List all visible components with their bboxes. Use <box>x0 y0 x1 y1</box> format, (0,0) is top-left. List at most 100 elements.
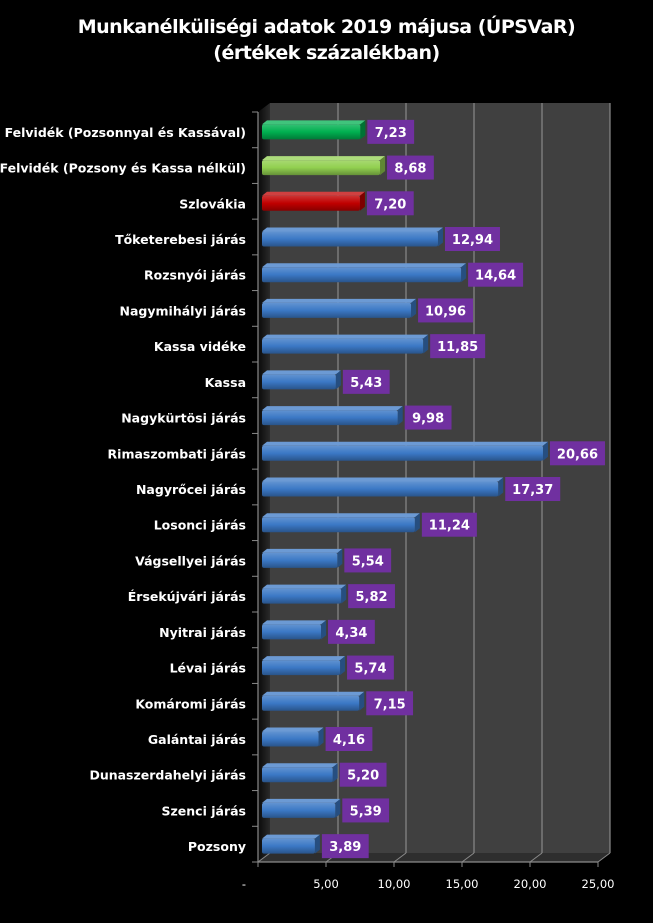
x-tick-label: 25,00 <box>582 877 615 891</box>
bar-top-face <box>262 691 365 696</box>
value-label-background <box>444 227 500 251</box>
value-label: 4,34 <box>328 619 375 644</box>
category-label: Kassa <box>205 375 246 390</box>
bar-front-face <box>262 302 412 318</box>
bar-end-face <box>359 191 365 211</box>
bar <box>262 263 467 283</box>
value-label: 5,39 <box>342 798 390 823</box>
value-label-background <box>347 655 394 680</box>
value-label-text: 17,37 <box>512 483 553 498</box>
bar-front-face <box>262 481 499 497</box>
bar-front-face <box>262 160 381 176</box>
bar-top-face <box>262 263 467 268</box>
bar-front-face <box>262 410 398 426</box>
value-label-background <box>344 548 392 573</box>
bar <box>262 548 343 568</box>
bar-top-face <box>262 120 366 125</box>
category-label: Nyitrai járás <box>159 625 246 640</box>
category-label: Érsekújvári járás <box>128 589 246 604</box>
bar <box>262 763 338 783</box>
value-label: 14,64 <box>468 262 524 287</box>
bar-top-face <box>262 298 417 303</box>
floor-gridline <box>461 852 475 863</box>
axes <box>252 111 599 867</box>
bar <box>262 477 504 497</box>
bar-front-face <box>262 767 333 783</box>
bar-top-face <box>262 370 341 375</box>
value-label-text: 4,34 <box>335 626 367 641</box>
value-label: 17,37 <box>505 477 561 501</box>
value-label-text: 10,96 <box>425 304 466 319</box>
value-label-background <box>418 298 474 323</box>
bar-end-face <box>318 727 324 747</box>
bar-end-face <box>542 441 548 461</box>
value-label-text: 5,54 <box>352 554 384 569</box>
bar-top-face <box>262 798 341 803</box>
value-label: 11,24 <box>421 512 477 537</box>
bar-top-face <box>262 656 346 661</box>
bar <box>262 584 347 604</box>
value-label: 3,89 <box>321 834 369 859</box>
bar-end-face <box>461 263 467 283</box>
bars: 7,23 8,68 7,20 12,94 14,64 10,96 11,85 5,43 9,98… <box>262 119 605 859</box>
value-label: 7,15 <box>366 691 414 716</box>
category-label: Nagymihályi járás <box>120 303 246 318</box>
category-label: Pozsony <box>188 839 246 854</box>
x-tick-label: 15,00 <box>446 877 479 891</box>
value-label: 5,82 <box>348 584 395 609</box>
bar-front-face <box>262 231 438 247</box>
value-label: 8,68 <box>387 155 434 180</box>
bar-end-face <box>332 763 338 783</box>
bar-front-face <box>262 124 361 140</box>
bar <box>262 620 327 640</box>
value-label-text: 5,20 <box>347 769 379 784</box>
category-label: Szlovákia <box>179 196 246 211</box>
bar-end-face <box>335 798 341 818</box>
value-label-background <box>328 619 375 644</box>
bar-end-face <box>380 156 386 176</box>
bar-end-face <box>411 298 417 318</box>
category-label: Rozsnyói járás <box>144 268 246 283</box>
category-label: Rimaszombati járás <box>108 446 246 461</box>
value-label-background <box>348 584 395 609</box>
value-label-text: 5,43 <box>350 376 382 391</box>
value-label-text: 7,15 <box>374 697 406 712</box>
value-label-background <box>342 369 390 394</box>
bar <box>262 227 443 247</box>
bar-end-face <box>437 227 443 247</box>
value-label-background <box>342 798 390 823</box>
value-label: 10,96 <box>418 298 474 323</box>
value-label-background <box>366 191 414 216</box>
value-label-text: 12,94 <box>452 233 493 248</box>
value-label: 5,74 <box>347 655 394 680</box>
bar-top-face <box>262 156 386 161</box>
bar <box>262 834 320 854</box>
chart-title-line-1: Munkanélküliségi adatok 2019 májusa (ÚPS… <box>77 16 576 38</box>
value-label-background <box>468 262 524 287</box>
category-labels: Felvidék (Pozsonnyal és Kassával) Felvidé… <box>0 125 246 854</box>
value-label-background <box>321 834 369 859</box>
bar-top-face <box>262 727 324 732</box>
value-label: 11,85 <box>430 334 486 359</box>
bar-end-face <box>397 406 403 426</box>
bar-top-face <box>262 513 420 518</box>
bar <box>262 798 341 818</box>
category-label: Losonci járás <box>154 518 246 533</box>
bar <box>262 441 548 461</box>
bar-end-face <box>360 120 366 140</box>
value-label-background <box>339 762 387 787</box>
bar-end-face <box>498 477 504 497</box>
bar-top-face <box>262 620 327 625</box>
value-label: 7,20 <box>366 191 414 216</box>
bar-top-face <box>262 441 548 446</box>
bar-end-face <box>423 334 429 354</box>
bar-top-face <box>262 227 443 232</box>
value-label-background <box>430 334 486 359</box>
x-tick-labels: - 5,00 10,00 15,00 20,00 25,00 <box>242 877 615 891</box>
bar <box>262 691 365 711</box>
bar <box>262 120 366 140</box>
bar-top-face <box>262 334 429 339</box>
chart-title: Munkanélküliségi adatok 2019 májusa (ÚPS… <box>0 14 653 66</box>
value-label-text: 5,39 <box>350 804 382 819</box>
